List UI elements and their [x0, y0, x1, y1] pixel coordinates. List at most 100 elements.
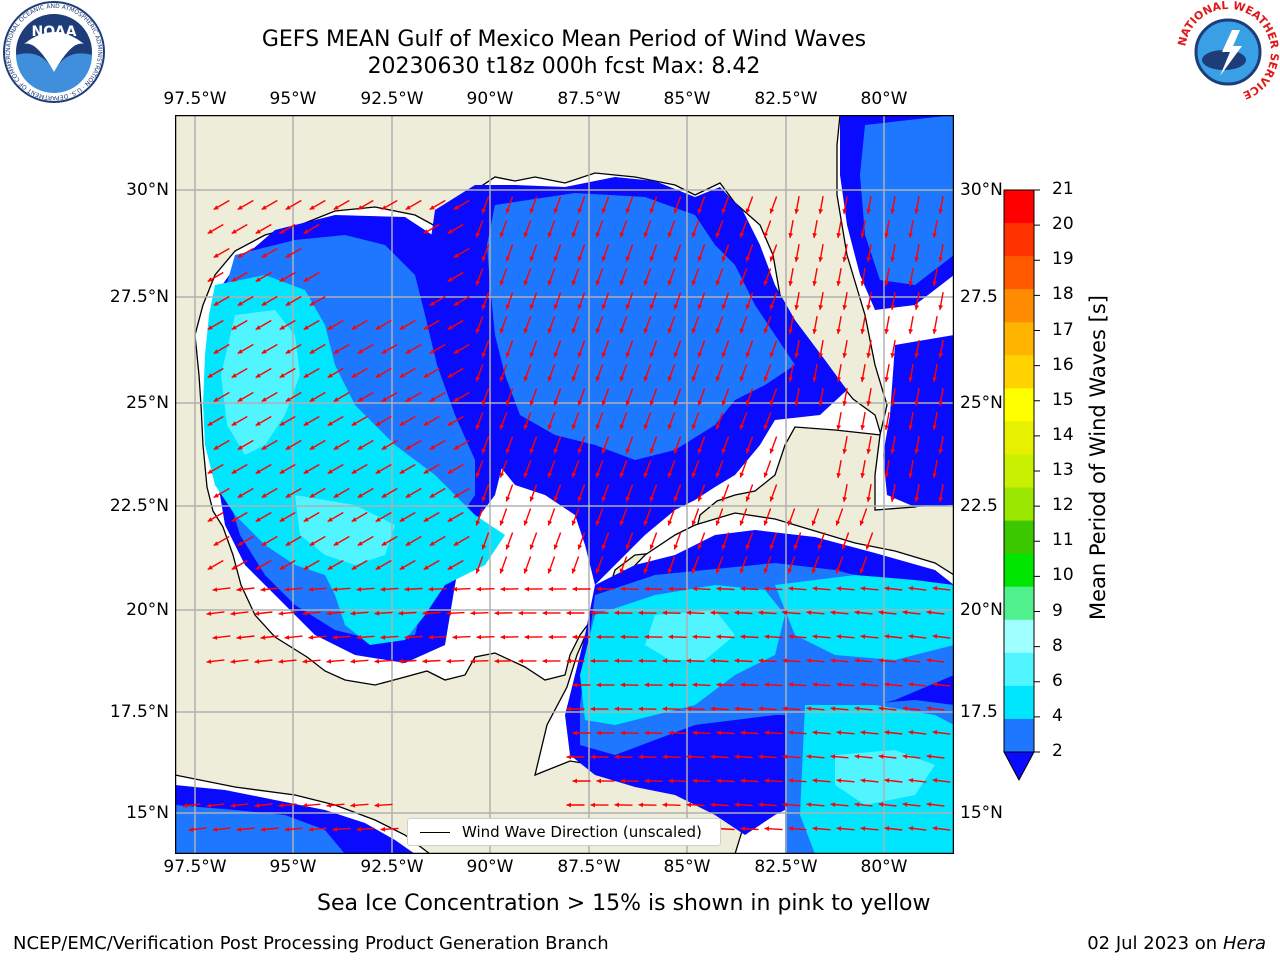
- colorbar-segment: [1004, 223, 1034, 257]
- lat-tick-left-25n: 25°N: [126, 393, 169, 413]
- wave-arrow-head: [529, 448, 535, 454]
- wave-arrow-head: [470, 658, 476, 664]
- wave-arrow-head: [769, 304, 775, 310]
- wave-arrow-head: [818, 209, 824, 214]
- wave-arrow-head: [788, 281, 794, 286]
- wave-arrow-head: [254, 611, 260, 616]
- wave-arrow-head: [697, 208, 703, 214]
- wave-arrow-head: [764, 730, 770, 736]
- wave-arrow-head: [878, 610, 884, 615]
- lat-tick-left-30n: 30°N: [126, 180, 169, 200]
- wave-arrow-head: [601, 544, 607, 550]
- wave-arrow-head: [278, 659, 284, 664]
- wave-arrow-head: [571, 376, 577, 382]
- wave-arrow-head: [649, 400, 655, 406]
- wave-arrow-head: [932, 473, 938, 478]
- wave-arrow-head: [374, 658, 380, 664]
- wave-arrow-head: [279, 325, 285, 330]
- wave-arrow-head: [446, 658, 452, 664]
- wave-arrow-head: [866, 497, 872, 502]
- wave-arrow-head: [638, 754, 644, 760]
- wave-arrow-head: [878, 658, 884, 663]
- wave-arrow-head: [375, 565, 381, 570]
- wave-arrow-head: [542, 658, 547, 664]
- wave-arrow-head: [794, 305, 800, 310]
- wave-arrow-head: [303, 325, 309, 330]
- colorbar-tick: 10: [1052, 565, 1074, 586]
- wave-arrow-head: [649, 208, 655, 214]
- wave-arrow-head: [620, 682, 625, 688]
- wave-arrow-head: [590, 610, 595, 616]
- colorbar-tick: 8: [1052, 635, 1063, 656]
- wave-arrow-head: [505, 448, 511, 454]
- wave-arrow-head: [309, 349, 315, 354]
- wave-arrow-head: [260, 635, 266, 640]
- wave-arrow-head: [914, 353, 920, 358]
- wave-arrow-head: [357, 349, 363, 354]
- wave-arrow-head: [740, 682, 746, 688]
- wave-arrow-head: [686, 706, 692, 712]
- wave-arrow-head: [788, 634, 794, 639]
- wave-arrow-head: [231, 229, 237, 234]
- wave-arrow-head: [721, 304, 727, 310]
- wave-arrow-head: [782, 610, 788, 616]
- wave-arrow-head: [914, 257, 920, 262]
- wave-arrow-head: [787, 568, 793, 574]
- wave-arrow-head: [836, 473, 842, 478]
- colorbar-segment: [1004, 685, 1034, 720]
- colorbar-tick: 6: [1052, 670, 1063, 691]
- wave-arrow-head: [357, 445, 363, 450]
- wave-arrow-head: [481, 400, 487, 406]
- wave-arrow-head: [595, 328, 601, 334]
- wave-arrow-head: [643, 424, 649, 430]
- wave-arrow-head: [739, 280, 745, 286]
- wave-arrow-head: [818, 353, 824, 358]
- wave-arrow-head: [326, 659, 332, 664]
- wave-arrow-head: [236, 587, 242, 592]
- wave-arrow-head: [932, 730, 938, 735]
- map-panel: [175, 115, 954, 854]
- wave-arrow-head: [255, 325, 261, 330]
- wave-arrow-head: [595, 424, 601, 430]
- wave-arrow-head: [236, 635, 242, 640]
- wave-arrow-head: [860, 682, 866, 687]
- wave-arrow-head: [932, 634, 938, 639]
- wave-arrow-head: [285, 301, 291, 306]
- wave-arrow-head: [734, 802, 740, 808]
- colorbar-segment: [1004, 355, 1034, 389]
- wave-arrow-head: [231, 469, 237, 474]
- colorbar-segment: [1004, 520, 1034, 555]
- wave-arrow-head: [884, 682, 890, 687]
- wave-arrow-head: [595, 232, 601, 238]
- wave-arrow-head: [231, 517, 237, 522]
- wave-arrow-head: [601, 304, 607, 310]
- wave-arrow-head: [745, 544, 751, 550]
- colorbar-tick: 19: [1052, 249, 1074, 270]
- wave-arrow-head: [745, 448, 751, 454]
- chart-title-line2: 20230630 t18z 000h fcst Max: 8.42: [367, 54, 761, 79]
- wave-arrow-head: [938, 497, 944, 502]
- wave-arrow-head: [481, 496, 487, 502]
- wave-arrow-head: [356, 586, 362, 592]
- wave-arrow-head: [884, 473, 890, 478]
- wave-arrow-head: [686, 658, 692, 664]
- wave-arrow-head: [686, 802, 692, 808]
- wave-arrow-head: [447, 565, 453, 570]
- wave-arrow-head: [260, 827, 266, 832]
- wave-arrow-head: [908, 586, 914, 591]
- wave-arrow-head: [692, 634, 698, 640]
- wave-arrow-head: [734, 754, 740, 760]
- wave-arrow-head: [739, 472, 745, 478]
- wave-arrow-head: [429, 397, 435, 402]
- wave-arrow-head: [357, 397, 363, 402]
- wave-arrow-head: [908, 329, 914, 334]
- wave-arrow-head: [884, 233, 890, 238]
- wave-arrow-head: [721, 400, 727, 406]
- wave-arrow-head: [212, 587, 218, 592]
- wave-arrow-head: [788, 377, 794, 382]
- wave-arrow-head: [758, 658, 764, 664]
- wave-arrow-head: [932, 377, 938, 382]
- lat-tick-left-20n: 20°N: [126, 600, 169, 620]
- wave-arrow-head: [662, 754, 668, 760]
- wave-arrow-head: [740, 730, 746, 736]
